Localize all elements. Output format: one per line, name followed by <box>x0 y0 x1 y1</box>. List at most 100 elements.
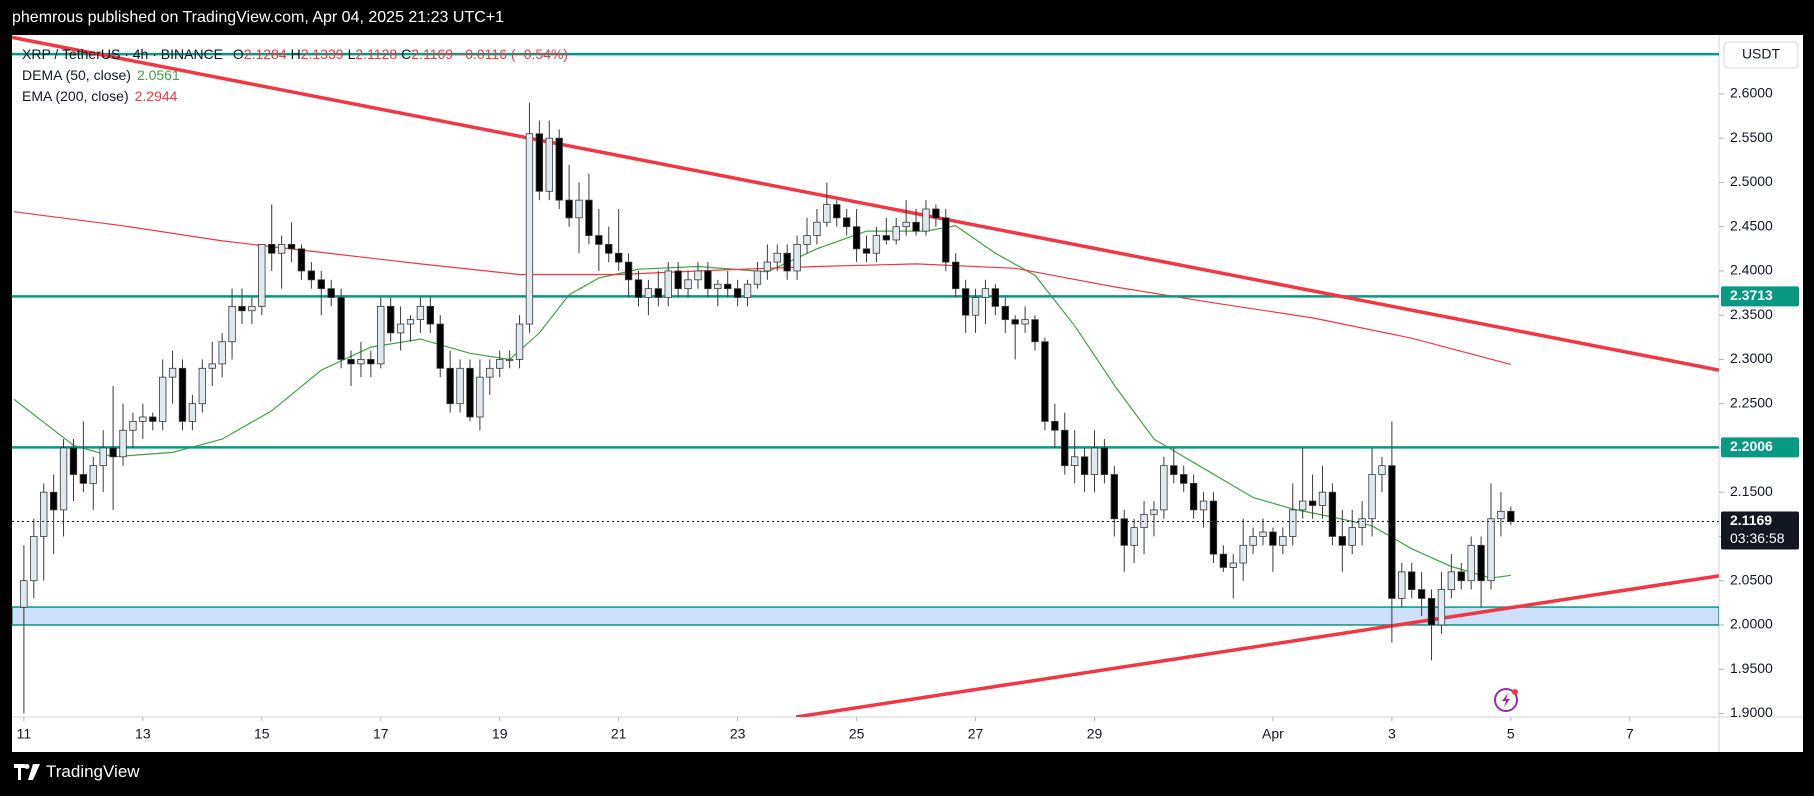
candle-body <box>1487 518 1495 582</box>
candle-body <box>535 133 544 192</box>
candle-body <box>297 248 306 272</box>
y-tick-label: 2.0500 <box>1730 571 1773 587</box>
candle-body <box>714 283 722 290</box>
currency-box[interactable] <box>1723 41 1799 69</box>
candle-body <box>198 367 206 405</box>
candle-body <box>1417 589 1426 599</box>
candle-body <box>1289 509 1297 537</box>
ohlc-value: 2.1284 <box>243 46 287 62</box>
candle-body <box>1090 447 1099 475</box>
candle-body <box>783 252 791 272</box>
moving-average-line <box>13 225 1511 579</box>
candle-body <box>991 288 1000 307</box>
candle-body <box>79 474 88 484</box>
x-tick-label: 29 <box>1087 726 1103 742</box>
candle-body <box>654 288 662 298</box>
candle-body <box>268 243 276 254</box>
candle-body <box>1457 571 1465 582</box>
trendline <box>795 574 1719 717</box>
candle-body <box>456 367 464 405</box>
candle-body <box>1358 518 1366 529</box>
candle-body <box>426 305 434 325</box>
candle-body <box>1298 500 1307 511</box>
ohlc-value: 2.1128 <box>355 46 398 62</box>
ohlc-letter: O <box>232 46 244 62</box>
candle-body <box>307 270 316 281</box>
candle-body <box>1348 527 1356 546</box>
candle-body <box>1328 491 1337 537</box>
candle-body <box>1477 544 1485 582</box>
chart-background <box>12 35 1803 752</box>
candle-body <box>525 133 534 325</box>
candle-body <box>406 319 415 325</box>
legend-name: DEMA (50, close) <box>22 67 131 83</box>
candle-body <box>387 305 395 334</box>
legend-row: DEMA (50, close) 2.0561 <box>22 65 572 86</box>
countdown-label: 03:36:58 <box>1730 530 1785 546</box>
candle-body <box>317 279 325 290</box>
candle-body <box>129 421 137 431</box>
candle-body <box>1001 305 1009 321</box>
y-tick-label: 2.2500 <box>1730 394 1773 410</box>
candle-body <box>1180 474 1188 484</box>
x-tick-label: 17 <box>373 726 389 742</box>
legend-value: 2.2944 <box>134 88 178 104</box>
y-tick-label: 1.9000 <box>1730 704 1773 720</box>
x-tick-label: 15 <box>254 726 270 742</box>
candle-body <box>436 323 444 369</box>
candle-body <box>1249 536 1257 546</box>
x-tick-label: Apr <box>1262 726 1284 742</box>
candle-body <box>1219 553 1228 568</box>
candle-body <box>684 279 692 290</box>
candle-body <box>159 376 167 422</box>
candle-body <box>555 137 563 201</box>
legend: XRP / TetherUS · 4h · BINANCE O2.1284 H2.… <box>22 44 572 107</box>
candle-body <box>852 226 861 250</box>
candle-body <box>258 243 266 307</box>
brand: TradingView <box>46 762 140 781</box>
candle-body <box>149 416 157 422</box>
symbol-row: XRP / TetherUS · 4h · BINANCE O2.1284 H2.… <box>22 44 572 65</box>
candle-body <box>1338 536 1346 546</box>
publish-header: phemrous published on TradingView.com, A… <box>12 9 505 26</box>
candle-body <box>416 305 425 321</box>
candle-body <box>248 305 256 312</box>
candle-body <box>862 248 871 254</box>
candle-body <box>575 199 583 219</box>
candle-body <box>1051 421 1059 431</box>
y-tick-label: 1.9500 <box>1730 660 1773 676</box>
candle-body <box>1507 510 1515 522</box>
candle-body <box>357 359 365 365</box>
y-tick-label: 2.3500 <box>1730 306 1773 322</box>
candle-body <box>932 208 940 219</box>
candle-body <box>1408 571 1416 590</box>
price-tag-label: 2.3713 <box>1730 287 1773 303</box>
price-tag <box>1721 286 1799 307</box>
y-tick-label: 2.4000 <box>1730 262 1773 278</box>
candle-body <box>396 323 405 334</box>
alert-icon[interactable] <box>1494 688 1518 712</box>
candle-body <box>178 367 187 422</box>
last-price-label: 2.1169 <box>1730 512 1772 528</box>
candle-body <box>1318 491 1327 506</box>
candle-body <box>753 270 762 285</box>
price-tag-label: 2.2006 <box>1730 438 1773 454</box>
candle-body <box>1140 513 1148 529</box>
candle-body <box>922 208 930 232</box>
x-tick-label: 23 <box>730 726 746 742</box>
candle-body <box>505 359 514 361</box>
candle-body <box>1368 474 1376 520</box>
candle-body <box>1061 429 1069 467</box>
candle-body <box>724 283 732 290</box>
candle-body <box>1041 341 1049 422</box>
candle-body <box>119 429 127 458</box>
x-tick-label: 21 <box>611 726 627 742</box>
ohlc-value: 2.1339 <box>300 46 344 62</box>
candle-body <box>188 403 197 422</box>
footer: TradingView <box>14 762 140 782</box>
candle-body <box>1467 544 1475 582</box>
candle-body <box>218 341 226 365</box>
candle-body <box>793 243 801 272</box>
candle-body <box>644 288 653 298</box>
